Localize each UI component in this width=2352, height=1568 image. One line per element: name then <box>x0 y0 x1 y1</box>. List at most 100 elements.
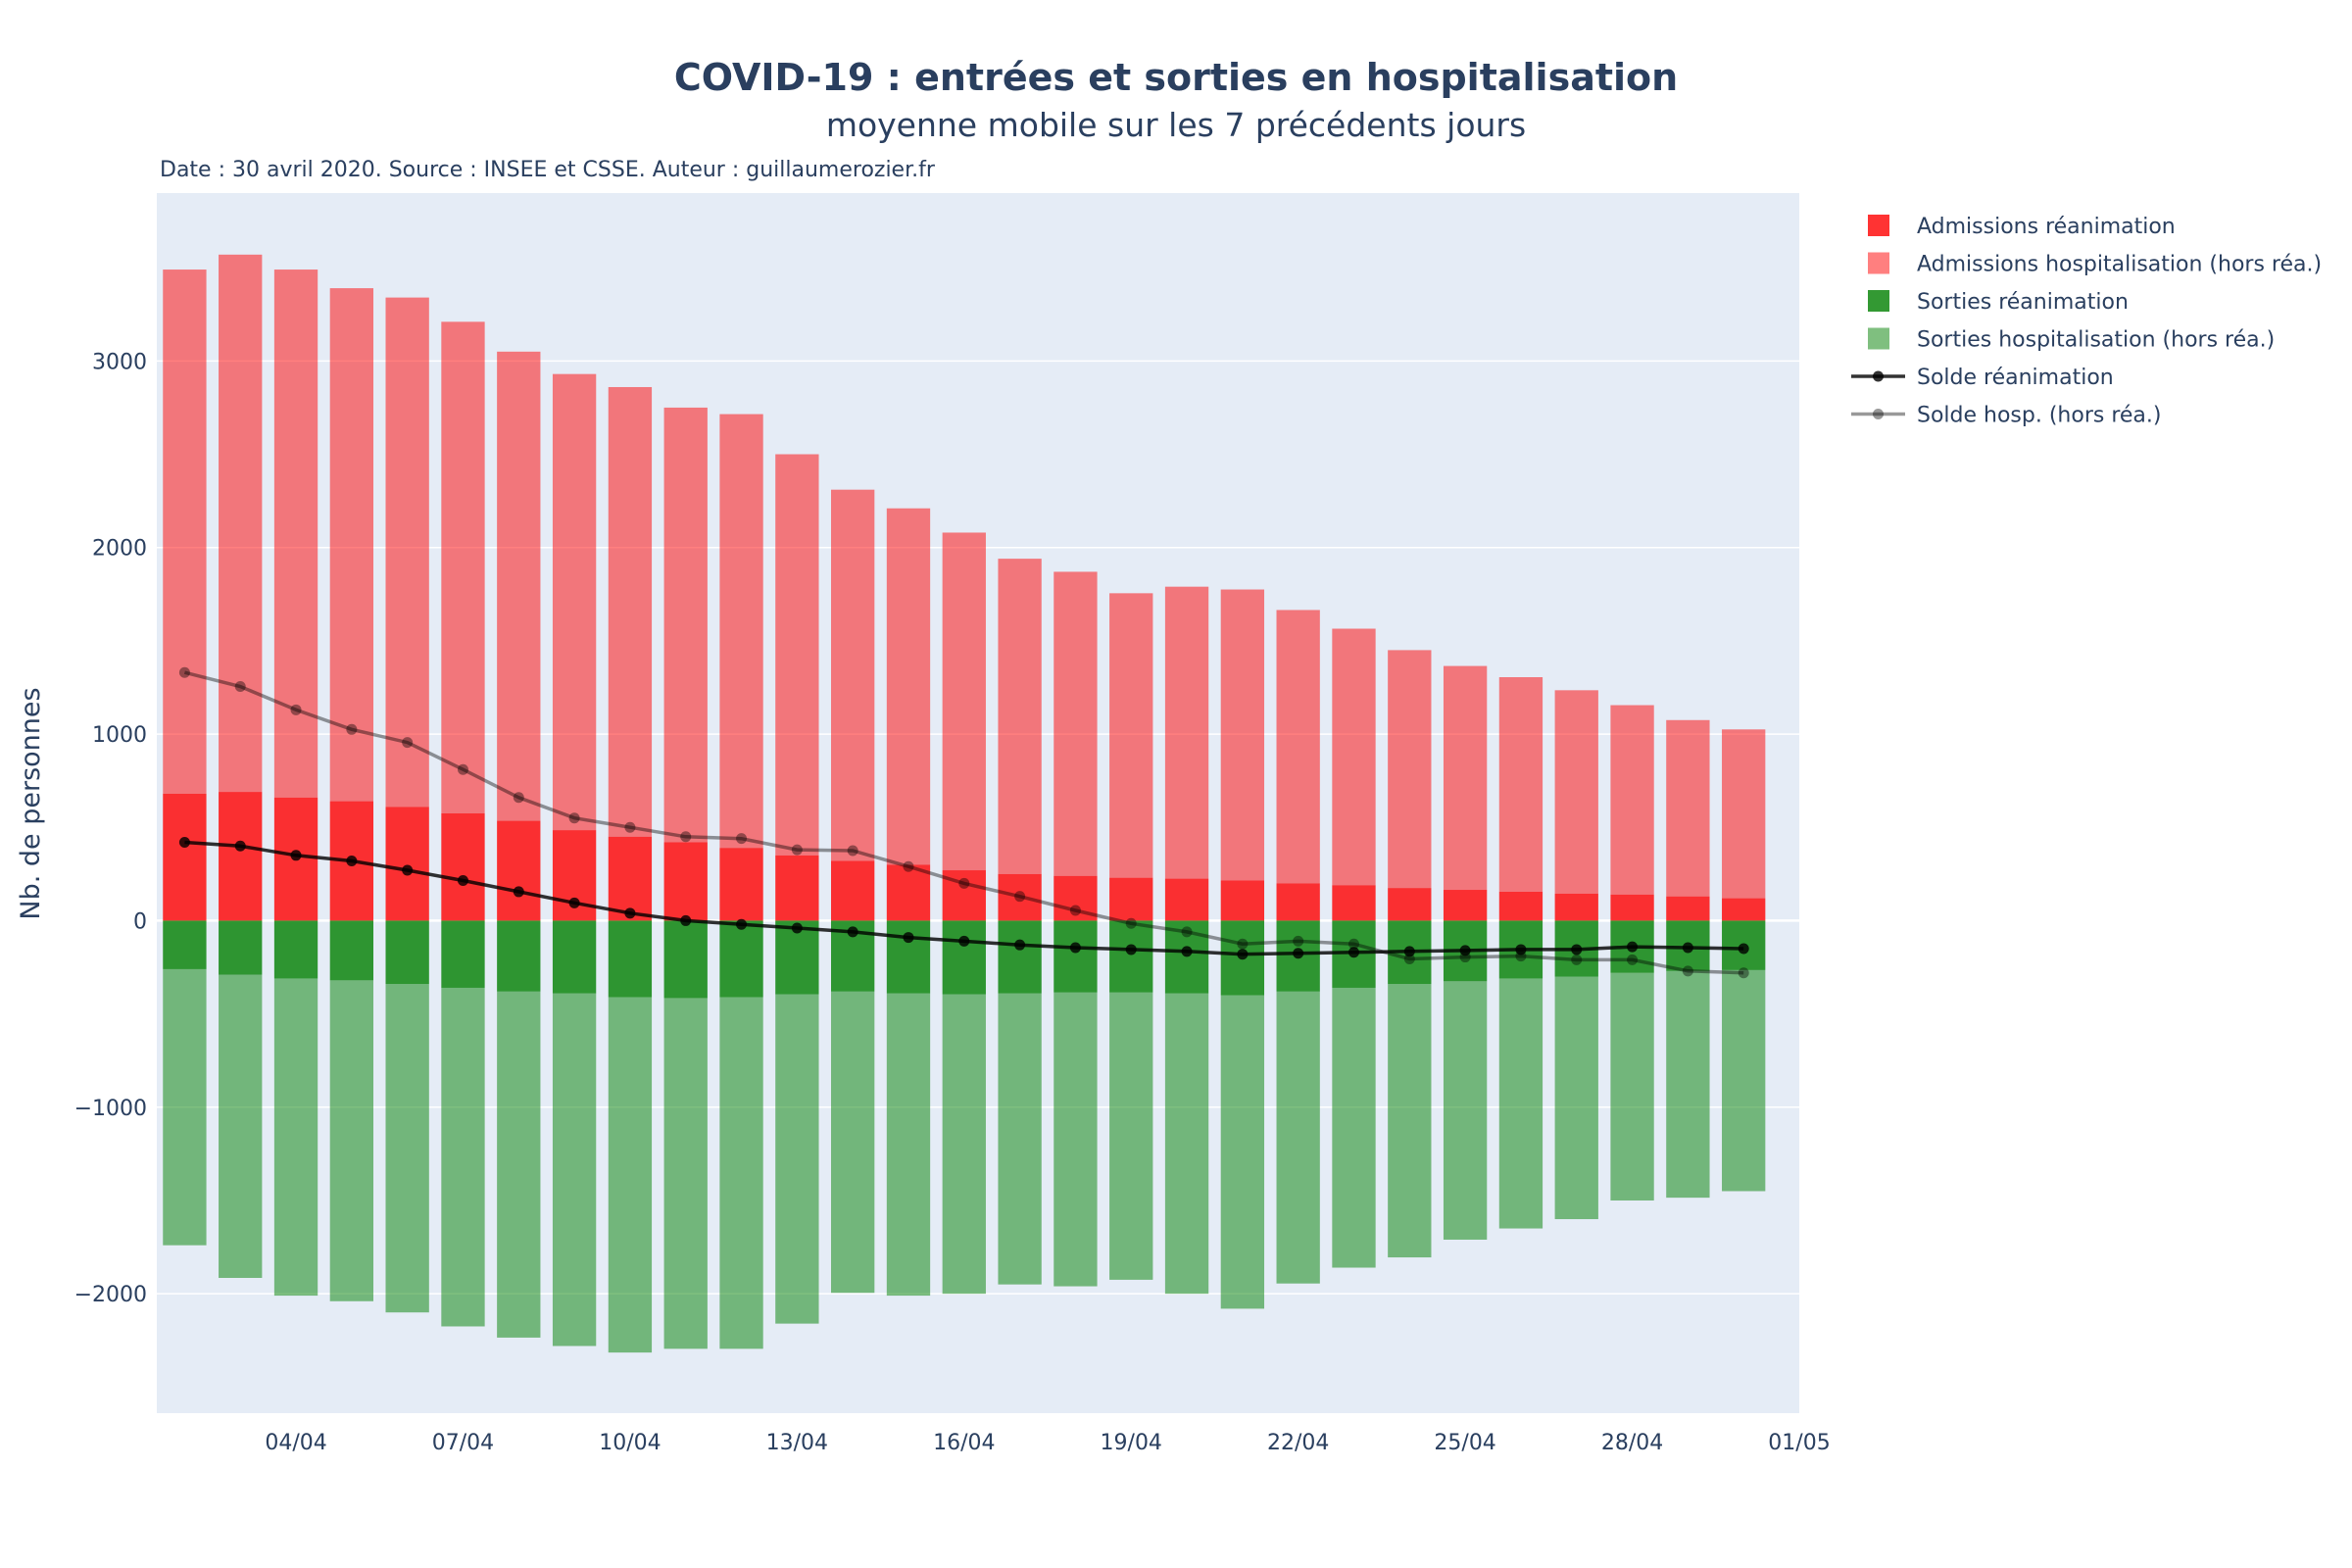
bar <box>1332 987 1376 1268</box>
line-point <box>234 840 246 852</box>
line-point <box>290 704 302 715</box>
bar <box>775 855 819 921</box>
bar <box>1276 610 1320 884</box>
legend-item[interactable]: Sorties hospitalisation (hors réa.) <box>1868 327 2275 353</box>
x-tick-label: 04/04 <box>265 1431 326 1455</box>
line-point <box>1348 938 1359 950</box>
line-point <box>1293 948 1304 959</box>
line-point <box>513 792 524 804</box>
bar <box>1164 878 1209 921</box>
bar <box>1109 877 1153 921</box>
bar <box>1498 677 1544 892</box>
bar <box>1109 920 1153 993</box>
line-point <box>680 831 692 843</box>
line-point <box>624 821 636 833</box>
line-point <box>1515 944 1527 956</box>
bar <box>1332 628 1376 886</box>
line-point <box>1125 944 1137 956</box>
bar <box>831 860 875 921</box>
bar <box>608 997 653 1353</box>
bar <box>1666 719 1710 897</box>
legend-label: Sorties réanimation <box>1917 290 2129 315</box>
line-point <box>1515 951 1527 962</box>
bar <box>1554 690 1598 894</box>
bar <box>998 920 1042 994</box>
bar <box>219 974 263 1278</box>
bar <box>998 873 1042 921</box>
bar <box>1220 589 1265 881</box>
legend-item[interactable]: Admissions hospitalisation (hors réa.) <box>1868 252 2322 277</box>
x-tick-label: 22/04 <box>1267 1431 1329 1455</box>
legend-swatch <box>1868 252 1889 274</box>
line-point <box>1571 944 1583 956</box>
line-point <box>847 926 858 938</box>
bar <box>942 994 986 1295</box>
bar <box>1164 993 1209 1295</box>
legend-item[interactable]: Solde hosp. (hors réa.) <box>1851 404 2162 428</box>
line-point <box>1403 946 1415 957</box>
legend-item[interactable]: Admissions réanimation <box>1868 215 2176 239</box>
bar <box>663 842 708 921</box>
chart-subtitle: moyenne mobile sur les 7 précédents jour… <box>826 106 1526 144</box>
bar <box>1554 893 1598 921</box>
line-point <box>1293 935 1304 947</box>
bar <box>1666 970 1710 1199</box>
bar <box>998 993 1042 1285</box>
bar <box>1722 898 1766 921</box>
line-point <box>624 907 636 919</box>
line-point <box>178 836 190 848</box>
x-tick-label: 10/04 <box>599 1431 661 1455</box>
x-axis-ticks: 04/04 07/04 10/04 13/04 16/04 19/04 22/04 25/04… <box>265 1431 1830 1455</box>
legend-item[interactable]: Sorties réanimation <box>1868 290 2129 315</box>
line-point <box>568 812 580 824</box>
bar <box>1722 969 1766 1192</box>
bar <box>552 373 597 831</box>
line-point <box>958 877 970 889</box>
bar <box>329 920 374 981</box>
bar <box>663 920 708 999</box>
bar <box>608 836 653 921</box>
bar <box>385 297 429 808</box>
line-point <box>903 932 914 944</box>
legend[interactable]: Admissions réanimation Admissions hospita… <box>1851 215 2322 428</box>
bar <box>273 270 318 798</box>
line-point <box>457 875 468 887</box>
legend-label: Admissions hospitalisation (hors réa.) <box>1917 253 2322 277</box>
bar <box>552 993 597 1347</box>
bar <box>1722 729 1766 899</box>
bar <box>1388 888 1432 921</box>
line-point <box>178 666 190 678</box>
chart-title: COVID-19 : entrées et sorties en hospita… <box>674 56 1678 99</box>
bar <box>497 920 541 992</box>
bar <box>219 254 263 793</box>
line-point <box>1014 939 1026 951</box>
y-tick-label: 2000 <box>92 537 147 562</box>
bar <box>497 991 541 1338</box>
legend-item[interactable]: Solde réanimation <box>1851 366 2114 390</box>
bar <box>1610 894 1654 921</box>
line-point <box>1014 891 1026 903</box>
legend-label: Admissions réanimation <box>1917 215 2176 239</box>
line-point <box>1069 905 1081 916</box>
line-point <box>1571 954 1583 965</box>
bar <box>719 920 763 998</box>
bar <box>497 820 541 921</box>
line-point <box>457 763 468 775</box>
line-point <box>1459 952 1471 963</box>
bar <box>441 920 485 988</box>
line-point <box>1125 917 1137 929</box>
bar <box>831 489 875 861</box>
bar <box>1054 571 1098 876</box>
chart-source: Date : 30 avril 2020. Source : INSEE et … <box>160 158 936 182</box>
line-point <box>1627 941 1639 953</box>
legend-swatch <box>1868 327 1889 350</box>
bar <box>552 920 597 994</box>
y-tick-label: 3000 <box>92 350 147 374</box>
line-point <box>1237 949 1249 960</box>
bar <box>497 351 541 821</box>
bar <box>719 414 763 849</box>
lines <box>178 666 1749 979</box>
bar <box>1498 891 1544 921</box>
y-tick-label: −1000 <box>74 1097 147 1121</box>
